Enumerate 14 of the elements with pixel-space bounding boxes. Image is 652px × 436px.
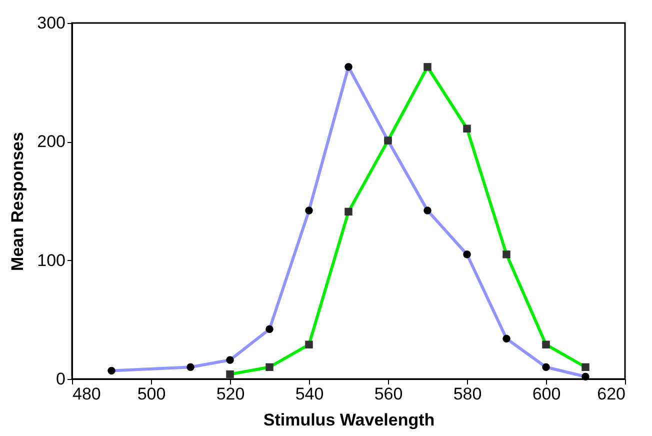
y-tick-label: 100 — [37, 250, 66, 270]
x-tick-label: 560 — [374, 384, 403, 404]
x-tick-label: 500 — [137, 384, 166, 404]
x-tick-label: 540 — [295, 384, 324, 404]
x-tick-label: 520 — [216, 384, 245, 404]
x-tick-label: 620 — [597, 384, 626, 404]
y-tick-label: 200 — [37, 132, 66, 152]
x-tick-label: 580 — [453, 384, 482, 404]
x-tick-label: 480 — [72, 384, 101, 404]
y-tick-label: 0 — [56, 370, 66, 388]
x-axis-title: Stimulus Wavelength — [263, 410, 435, 430]
y-axis-title: Mean Responses — [8, 132, 28, 271]
y-tick-label: 300 — [37, 14, 66, 32]
x-tick-label: 600 — [532, 384, 561, 404]
